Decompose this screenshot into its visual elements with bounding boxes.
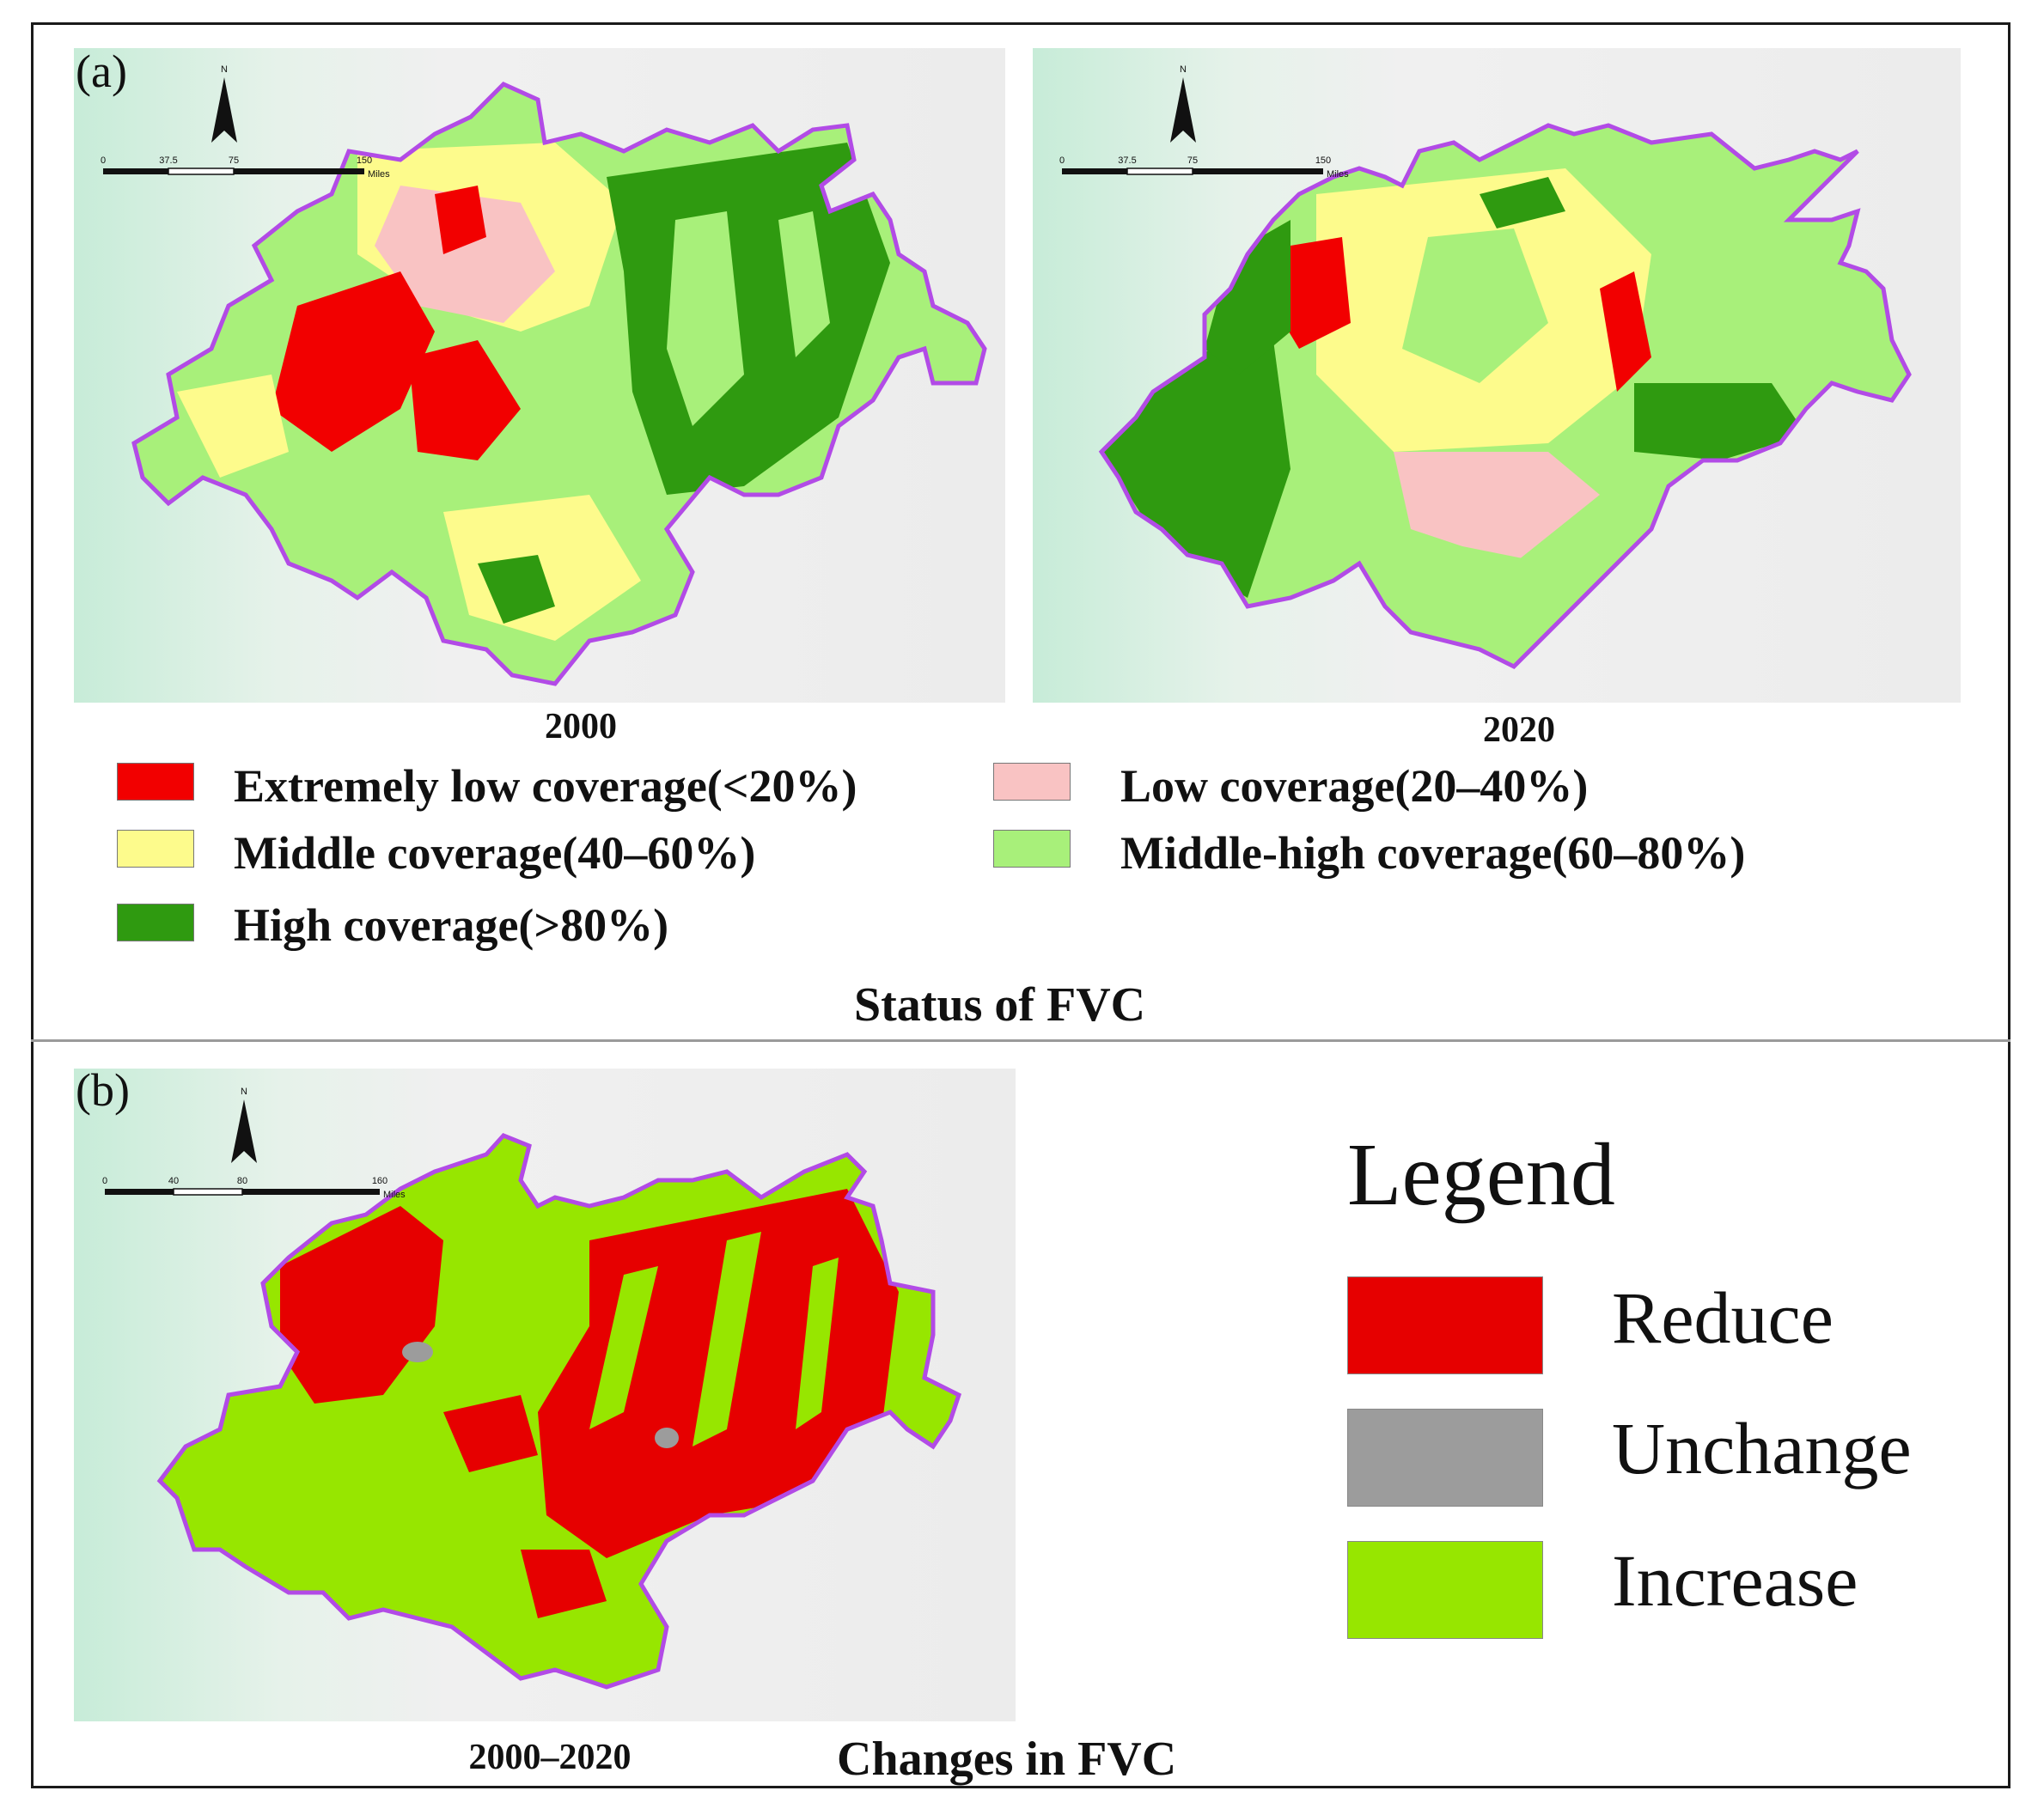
legend-label-extremely-low: Extremely low coverage(<20%) bbox=[234, 760, 857, 812]
scale-tick: 0 bbox=[102, 1176, 107, 1186]
legend-item-high bbox=[117, 904, 194, 941]
scale-tick: 75 bbox=[229, 155, 239, 166]
status-of-fvc-title: Status of FVC bbox=[854, 978, 1146, 1032]
legend-swatch-reduce bbox=[1347, 1276, 1543, 1374]
scale-tick: 0 bbox=[1059, 155, 1065, 166]
legend-label-high: High coverage(>80%) bbox=[234, 899, 669, 951]
map-change-svg: N 0 40 80 160 Miles bbox=[74, 1069, 1016, 1721]
legend-swatch bbox=[117, 763, 194, 801]
legend-item-middle-high bbox=[993, 830, 1071, 868]
legend-swatch bbox=[993, 763, 1071, 801]
scale-tick: 37.5 bbox=[159, 155, 177, 166]
figure-frame bbox=[31, 22, 2010, 1788]
legend-title: Legend bbox=[1347, 1125, 1615, 1224]
legend-item-low bbox=[993, 763, 1071, 801]
map-2020-svg: N 0 37.5 75 150 Miles bbox=[1033, 48, 1961, 703]
year-label-2000-2020: 2000–2020 bbox=[468, 1738, 632, 1777]
legend-label-low: Low coverage(20–40%) bbox=[1120, 760, 1589, 812]
year-label-2000: 2000 bbox=[545, 707, 617, 746]
legend-label-middle: Middle coverage(40–60%) bbox=[234, 827, 756, 879]
scale-tick: 75 bbox=[1187, 155, 1198, 166]
scale-tick: 150 bbox=[1315, 155, 1331, 166]
scale-unit: Miles bbox=[368, 169, 390, 180]
legend-item-middle bbox=[117, 830, 194, 868]
north-arrow-icon: N bbox=[231, 1087, 257, 1163]
map-change: N 0 40 80 160 Miles bbox=[74, 1069, 1016, 1721]
study-area-boundary bbox=[1098, 123, 1912, 670]
study-area-boundary bbox=[131, 82, 987, 686]
svg-text:N: N bbox=[221, 64, 228, 75]
panel-label-a: (a) bbox=[76, 46, 127, 97]
scale-tick: 37.5 bbox=[1118, 155, 1136, 166]
map-2000-svg: N 0 37.5 75 150 Miles bbox=[74, 48, 1005, 703]
legend-label-unchange: Unchange bbox=[1612, 1407, 1912, 1489]
legend-swatch bbox=[117, 830, 194, 868]
scale-unit: Miles bbox=[383, 1190, 406, 1200]
scale-tick: 0 bbox=[101, 155, 106, 166]
north-arrow-icon: N bbox=[211, 64, 237, 143]
panel-label-b: (b) bbox=[76, 1064, 130, 1116]
scale-unit: Miles bbox=[1327, 169, 1349, 180]
map-2020: N 0 37.5 75 150 Miles bbox=[1033, 48, 1961, 703]
legend-label-reduce: Reduce bbox=[1612, 1276, 1833, 1359]
scale-bar: 0 37.5 75 150 Miles bbox=[1059, 155, 1349, 180]
scale-bar: 0 37.5 75 150 Miles bbox=[101, 155, 390, 180]
panel-divider bbox=[31, 1039, 2010, 1042]
legend-label-middle-high: Middle-high coverage(60–80%) bbox=[1120, 827, 1746, 879]
year-label-2020: 2020 bbox=[1483, 710, 1555, 750]
legend-swatch-increase bbox=[1347, 1541, 1543, 1639]
scale-bar: 0 40 80 160 Miles bbox=[102, 1176, 406, 1200]
north-arrow-icon: N bbox=[1170, 64, 1196, 143]
legend-swatch bbox=[117, 904, 194, 941]
legend-label-increase: Increase bbox=[1612, 1539, 1858, 1622]
map-2000: N 0 37.5 75 150 Miles bbox=[74, 48, 1005, 703]
scale-tick: 160 bbox=[372, 1176, 387, 1186]
svg-text:N: N bbox=[1180, 64, 1187, 75]
scale-tick: 80 bbox=[237, 1176, 247, 1186]
legend-swatch bbox=[993, 830, 1071, 868]
scale-tick: 150 bbox=[357, 155, 372, 166]
changes-in-fvc-title: Changes in FVC bbox=[837, 1733, 1177, 1786]
legend-item-extremely-low bbox=[117, 763, 194, 801]
study-area-boundary bbox=[156, 1133, 962, 1690]
svg-text:N: N bbox=[241, 1087, 247, 1097]
scale-tick: 40 bbox=[168, 1176, 179, 1186]
legend-swatch-unchange bbox=[1347, 1409, 1543, 1507]
